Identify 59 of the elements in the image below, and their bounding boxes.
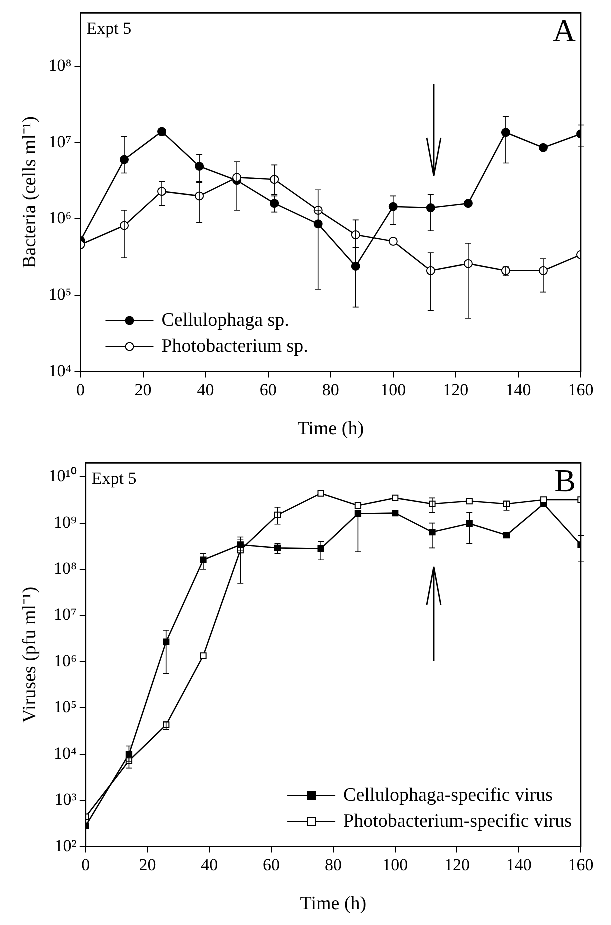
x-tick-label: 40	[197, 380, 214, 400]
point	[429, 528, 436, 536]
x-tick-label: 100	[382, 855, 408, 874]
x-tick-label: 140	[506, 380, 532, 400]
y-tick-label: 10³	[54, 790, 77, 810]
x-tick-label: 80	[322, 380, 340, 400]
point	[274, 544, 282, 552]
y-tick-label: 10⁷	[48, 132, 72, 152]
x-tick-label: 120	[443, 380, 469, 400]
annotation: B	[554, 462, 576, 499]
point	[392, 510, 399, 517]
y-tick-label: 10⁹	[54, 512, 77, 532]
x-tick-label: 60	[263, 855, 280, 874]
y-tick-label: 10⁴	[48, 361, 72, 380]
x-tick-label: 100	[380, 380, 406, 400]
legend-label: Cellulophaga-specific virus	[344, 784, 554, 806]
annotation: Expt 5	[86, 19, 132, 38]
y-tick-label: 10⁸	[54, 559, 77, 578]
annotation: Expt 5	[92, 469, 137, 488]
legend-label: Photobacterium-specific virus	[344, 810, 572, 832]
y-tick-label: 10⁷	[54, 605, 77, 624]
point	[200, 556, 207, 564]
annotation: A	[552, 12, 576, 49]
y-tick-label: 10⁶	[54, 651, 77, 670]
x-tick-label: 20	[134, 380, 152, 400]
point	[540, 496, 548, 504]
x-axis-title: Time (h)	[300, 894, 367, 915]
point	[466, 498, 473, 505]
legend-label: Cellulophaga sp.	[162, 310, 290, 331]
x-tick-label: 0	[76, 380, 85, 400]
point	[503, 532, 510, 539]
x-tick-label: 0	[82, 855, 90, 874]
y-tick-label: 10⁵	[48, 284, 72, 304]
y-axis-title: Viruses (pfu ml⁻¹)	[19, 586, 40, 724]
x-tick-label: 60	[260, 380, 277, 400]
point	[354, 502, 362, 510]
point	[318, 490, 324, 497]
y-tick-label: 10⁸	[48, 56, 72, 76]
point	[388, 236, 398, 246]
x-tick-label: 40	[201, 855, 218, 874]
point	[200, 652, 207, 660]
y-axis-title: Bacteria (cells ml⁻¹)	[19, 116, 40, 269]
x-tick-label: 80	[324, 855, 342, 874]
point	[538, 143, 548, 152]
y-tick-label: 10²	[54, 836, 77, 856]
x-tick-label: 160	[568, 855, 594, 874]
legend-label: Photobacterium sp.	[162, 336, 308, 357]
x-tick-label: 160	[568, 380, 594, 400]
y-tick-label: 10⁴	[54, 744, 77, 763]
x-axis-title: Time (h)	[298, 418, 364, 440]
y-tick-label: 10⁶	[48, 208, 72, 228]
point	[392, 494, 399, 502]
y-tick-label: 10¹⁰	[48, 466, 77, 486]
x-tick-label: 140	[506, 855, 532, 874]
point	[464, 199, 473, 208]
x-tick-label: 120	[444, 855, 470, 874]
x-tick-label: 20	[139, 855, 156, 874]
y-tick-label: 10⁵	[54, 698, 77, 717]
point	[318, 546, 324, 552]
